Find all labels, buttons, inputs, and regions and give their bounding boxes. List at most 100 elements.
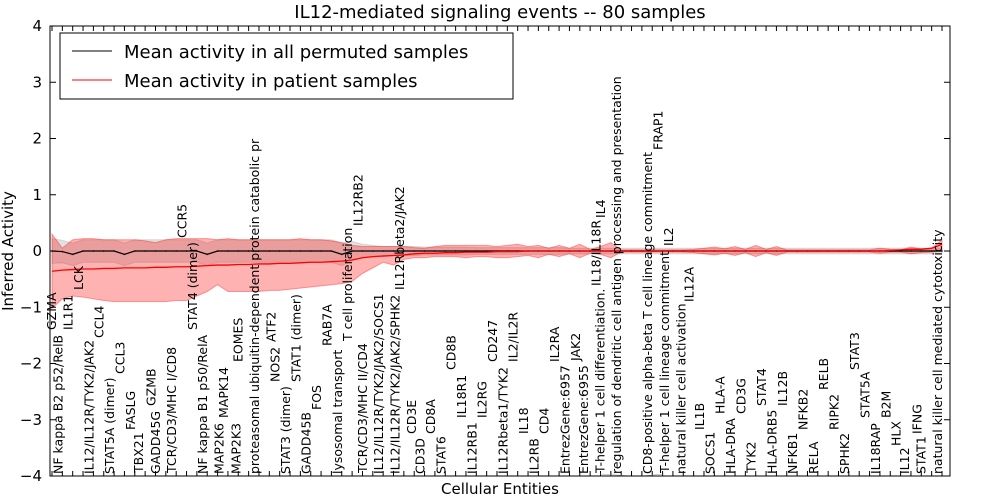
x-tick-label: IL18RAP — [868, 423, 883, 474]
legend-box — [59, 32, 514, 100]
x-tick-label: IL12/IL12R/TYK2/JAK2/SPHK2 — [388, 295, 403, 474]
x-tick-label: IL12Rbeta1/TYK2 — [495, 367, 510, 474]
y-tick-label: 1 — [32, 186, 42, 204]
x-tick-label: FRAP1 — [651, 111, 666, 150]
x-tick-label: CD247 — [485, 320, 500, 362]
permuted-point — [382, 250, 384, 252]
x-tick-label: FASLG — [123, 391, 138, 430]
plot-frame — [49, 25, 951, 477]
x-tick-label: IL18 — [516, 407, 531, 434]
permuted-point — [82, 250, 84, 252]
x-tick-label: STAT6 — [433, 436, 448, 474]
x-axis-title: Cellular Entities — [441, 480, 559, 498]
permuted-point — [237, 250, 240, 252]
x-tick-label: EOMES — [231, 318, 246, 362]
x-tick-label: IL12/IL12R/TYK2/JAK2 — [81, 340, 96, 474]
x-tick-label: HLA-DRA — [723, 418, 738, 474]
x-tick-label: IL4 — [593, 199, 608, 218]
permuted-point — [475, 250, 478, 252]
x-tick-label: STAT5A (dimer) — [102, 378, 117, 474]
permuted-point — [185, 250, 188, 252]
x-tick-label: ATF2 — [263, 312, 278, 342]
x-tick-label: JAK2 — [568, 333, 583, 362]
x-tick-labels: GZMA NF kappa B2 p52/RelB IL1R1 LCK IL12/IL1… — [44, 76, 945, 474]
x-tick-label: STAT3 (dimer) — [278, 386, 293, 474]
permuted-point — [133, 250, 136, 252]
x-tick-label: RELB — [816, 358, 831, 390]
x-tick-label: HLA-A — [713, 376, 728, 414]
x-tick-label: lysosomal transport — [330, 350, 345, 474]
x-tick-label: IL2RB — [526, 438, 541, 474]
permuted-point — [941, 250, 943, 252]
x-tick-label: GZMA — [44, 292, 59, 330]
permuted-point — [899, 250, 902, 252]
x-tick-label: T-helper 1 cell differentiation. — [593, 289, 608, 474]
x-tick-label: TCR/CD3/MHC II/CD4 — [355, 343, 370, 474]
x-tick-label: proteasomal ubiquitin-dependent protein … — [247, 138, 262, 474]
y-tick-label: −4 — [20, 467, 42, 485]
permuted-point — [113, 250, 115, 252]
x-tick-label: HLA-DRB5 — [764, 410, 779, 474]
x-tick-label: NF kappa B2 p52/RelB — [50, 335, 65, 474]
x-tick-label: IL12 — [897, 447, 912, 474]
x-tick-label: CD8-positive alpha-beta T cell lineage c… — [640, 152, 655, 474]
permuted-point — [392, 250, 395, 252]
x-tick-label: STAT4 (dimer) — [185, 242, 200, 330]
x-tick-label: IL1B — [692, 403, 707, 430]
y-tick-label: −1 — [20, 298, 42, 316]
x-tick-label: EntrezGene:6955 — [576, 365, 591, 474]
x-tick-label: EntrezGene:6957 — [557, 365, 572, 474]
x-tick-label: IL12RB1 — [464, 422, 479, 474]
x-tick-label: natural killer cell mediated cytotoxicit… — [930, 229, 945, 474]
x-tick-label: B2M — [878, 391, 893, 418]
x-tick-label: CCR5 — [175, 204, 190, 238]
permuted-point — [206, 253, 209, 256]
x-tick-label: SPHK2 — [837, 433, 852, 474]
x-tick-label: IL2/IL2R — [506, 312, 521, 362]
permuted-point — [465, 250, 467, 252]
y-axis-title: Inferred Activity — [0, 191, 17, 311]
permuted-point — [196, 250, 198, 252]
x-tick-label: IL12Rbeta2/JAK2 — [392, 186, 407, 290]
x-tick-label: NF kappa B1 p50/RelA — [195, 334, 210, 474]
x-tick-label: CCL3 — [112, 342, 127, 374]
permuted-point — [289, 250, 291, 252]
permuted-point — [123, 253, 126, 256]
y-tick-label: −3 — [20, 411, 42, 429]
patient-mean-line — [51, 243, 943, 272]
x-tick-label: CCL4 — [92, 306, 107, 338]
permuted-point — [227, 250, 229, 252]
x-tick-label: IL12/IL12R/TYK2/JAK2/SOCS1 — [371, 293, 386, 474]
x-tick-label: CD3E — [404, 400, 419, 434]
permuted-point — [930, 250, 933, 252]
x-tick-label: NOS2 — [268, 347, 283, 382]
permuted-point — [92, 250, 95, 252]
x-tick-label: STAT1 — [914, 436, 929, 474]
x-tick-label: RAB7A — [319, 304, 334, 346]
x-tick-label: LCK — [71, 265, 86, 290]
x-tick-label: IL2RA — [547, 326, 562, 362]
permuted-point — [454, 250, 457, 252]
x-tick-label: SOCS1 — [702, 432, 717, 474]
chart-title: IL12-mediated signaling events -- 80 sam… — [294, 2, 705, 23]
x-tick-label: CD3D — [413, 438, 428, 474]
x-tick-label: TCR/CD3/MHC I/CD8 — [164, 347, 179, 474]
permuted-point — [910, 250, 912, 252]
permuted-point — [278, 250, 281, 252]
permuted-point — [258, 250, 260, 252]
permuted-point — [71, 253, 74, 256]
legend: Mean activity in all permuted samples Me… — [59, 32, 514, 100]
x-tick-label: IL12A — [682, 266, 697, 302]
x-tick-label: FOS — [309, 385, 324, 410]
x-tick-label: HLX — [889, 421, 904, 446]
permuted-point — [309, 250, 312, 252]
legend-label-patient: Mean activity in patient samples — [124, 71, 418, 92]
y-tick-label: 0 — [32, 242, 42, 260]
permuted-point — [247, 250, 250, 252]
y-tick-label: 2 — [32, 130, 42, 148]
x-tick-label: IL12RB2 — [350, 174, 365, 226]
x-tick-label: IL2RG — [475, 381, 490, 418]
permuted-point — [413, 250, 416, 252]
x-tick-label: T-helper 1 cell lineage commitment — [657, 251, 672, 474]
permuted-point — [920, 250, 923, 252]
